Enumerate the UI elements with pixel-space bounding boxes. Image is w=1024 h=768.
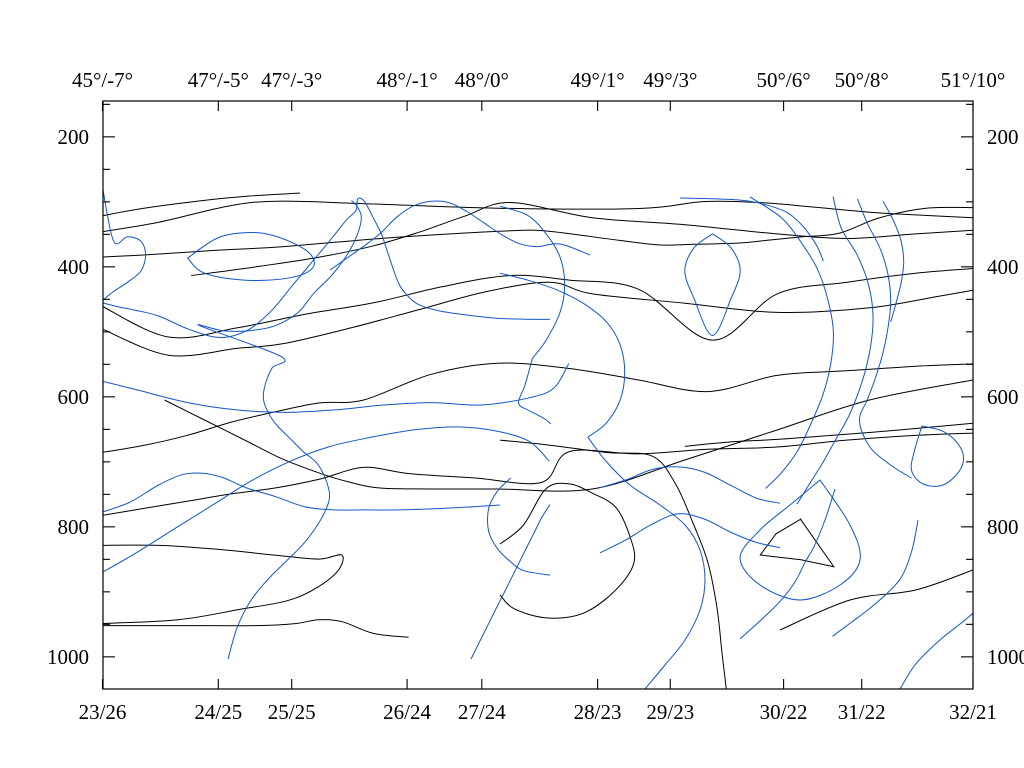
svg-text:26/24: 26/24 [383,700,431,724]
svg-text:400: 400 [987,255,1019,279]
svg-text:30/22: 30/22 [760,700,808,724]
svg-text:23/26: 23/26 [79,700,127,724]
svg-text:49°/3°: 49°/3° [643,68,697,92]
svg-text:48°/0°: 48°/0° [455,68,509,92]
svg-text:24/25: 24/25 [194,700,242,724]
svg-text:47°/-3°: 47°/-3° [261,68,322,92]
svg-text:29/23: 29/23 [646,700,694,724]
svg-text:50°/8°: 50°/8° [835,68,889,92]
svg-text:45°/-7°: 45°/-7° [72,68,133,92]
svg-text:28/23: 28/23 [574,700,622,724]
svg-text:48°/-1°: 48°/-1° [377,68,438,92]
svg-text:200: 200 [987,125,1019,149]
svg-text:49°/1°: 49°/1° [571,68,625,92]
svg-text:600: 600 [58,385,90,409]
svg-text:50°/6°: 50°/6° [757,68,811,92]
svg-text:47°/-5°: 47°/-5° [188,68,249,92]
svg-text:800: 800 [987,515,1019,539]
svg-text:200: 200 [58,125,90,149]
svg-text:32/21: 32/21 [949,700,997,724]
svg-text:27/24: 27/24 [458,700,506,724]
svg-text:51°/10°: 51°/10° [941,68,1006,92]
svg-text:1000: 1000 [47,645,89,669]
svg-text:1000: 1000 [987,645,1024,669]
svg-text:800: 800 [58,515,90,539]
svg-text:400: 400 [58,255,90,279]
svg-text:600: 600 [987,385,1019,409]
svg-text:25/25: 25/25 [268,700,316,724]
svg-text:31/22: 31/22 [838,700,886,724]
